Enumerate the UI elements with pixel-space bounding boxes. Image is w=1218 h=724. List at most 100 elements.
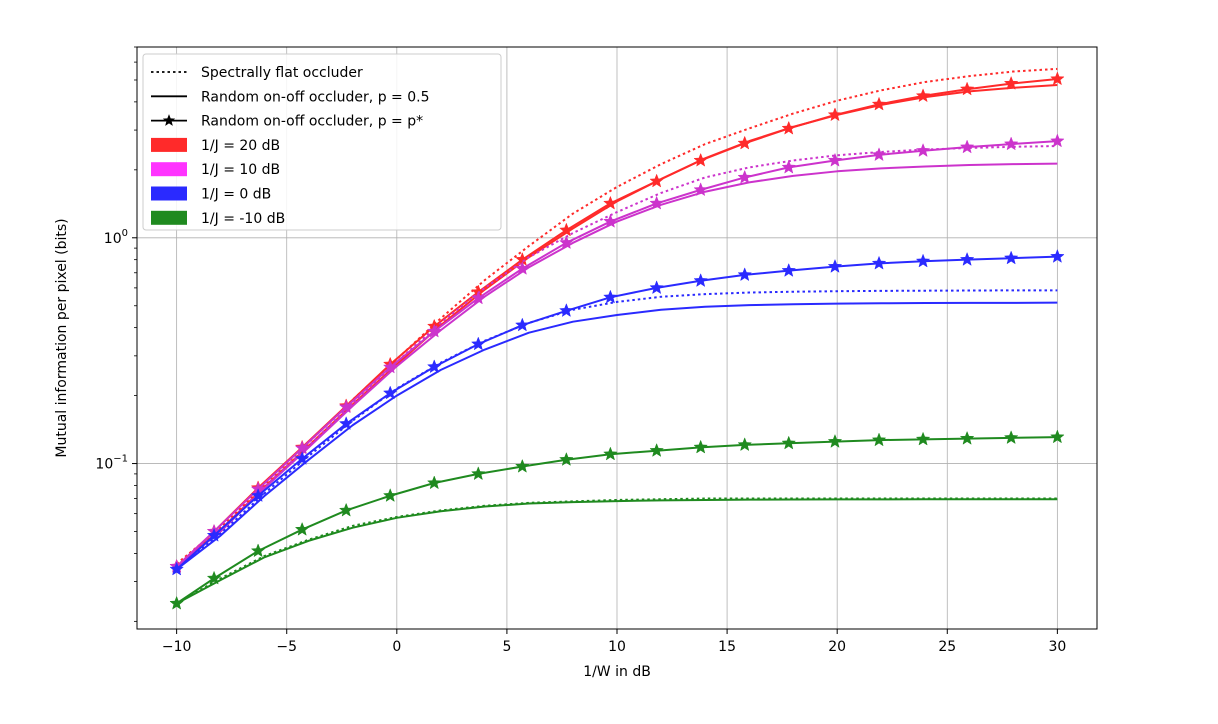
series-point (470, 290, 486, 305)
axes: −10 −5 0 5 10 15 20 25 30 10−1 100 (95, 46, 1098, 655)
series-point (382, 385, 398, 400)
legend-entry-label: 1/J = 0 dB (201, 187, 271, 203)
x-tick-label: 25 (938, 639, 956, 655)
series-point (1003, 75, 1019, 90)
series-point (250, 488, 266, 502)
series-point (737, 135, 753, 150)
series-point (426, 323, 442, 338)
series-point (827, 152, 843, 167)
series-point (959, 251, 975, 266)
legend-color-swatch (151, 210, 187, 225)
series-point (915, 88, 931, 103)
series-point (1003, 136, 1019, 151)
series-point (781, 262, 797, 277)
series-point (1050, 133, 1065, 148)
series-line (175, 289, 1058, 571)
series-point (514, 458, 530, 473)
series-point (603, 446, 618, 461)
series-point (737, 169, 753, 184)
y-tick-label: 10−1 (95, 454, 128, 473)
legend-entry-label: Random on-off occluder, p = p* (201, 114, 423, 130)
x-tick-label: 0 (392, 639, 401, 655)
legend-star-sample (162, 114, 176, 126)
series-point (338, 502, 354, 517)
series-point (1003, 250, 1019, 265)
series-point (169, 561, 184, 576)
series-point (827, 258, 843, 273)
series-point (559, 222, 574, 237)
series-point (1050, 248, 1065, 263)
series-point (514, 317, 530, 332)
legend: Spectrally flat occluder Random on-off oc… (142, 53, 502, 231)
series-point (426, 359, 442, 374)
x-tick-label: −10 (162, 639, 192, 655)
legend-color-swatch (151, 162, 187, 177)
series-point (514, 260, 530, 275)
series-point (559, 303, 574, 318)
series-point (871, 255, 887, 270)
series-point (959, 430, 975, 445)
series-point (781, 120, 797, 135)
x-tick-label: −5 (276, 639, 297, 655)
series-point (294, 521, 310, 536)
series-point (915, 143, 931, 157)
series-point (206, 527, 222, 542)
series-point (915, 253, 931, 268)
series-point (871, 96, 887, 111)
legend-box (142, 53, 502, 231)
series-point (649, 280, 664, 295)
series-point (649, 443, 664, 457)
series-point (250, 543, 266, 558)
series-point (603, 213, 618, 228)
x-tick-label: 10 (608, 639, 626, 655)
series-point (1003, 430, 1019, 445)
series-point (649, 173, 664, 188)
series-point (169, 595, 184, 610)
series-line (175, 145, 1058, 568)
series-point (737, 437, 753, 452)
series-line (176, 498, 1058, 605)
series-point (693, 152, 708, 167)
series-point (1050, 429, 1065, 444)
series-point (649, 195, 664, 210)
x-tick-label: 20 (828, 639, 846, 655)
series-point (206, 570, 222, 585)
legend-entry-label: 1/J = 20 dB (201, 138, 280, 154)
series-point (871, 432, 887, 447)
x-tick-label: 30 (1048, 639, 1066, 655)
series-point (959, 81, 975, 96)
y-tick-label: 100 (104, 228, 128, 247)
series-point (426, 475, 442, 490)
series-point (693, 439, 708, 454)
plot-series (169, 67, 1065, 610)
x-axis-label: 1/W in dB (583, 664, 651, 680)
series-point (827, 107, 843, 122)
series-point (1050, 71, 1065, 86)
series-point (470, 466, 486, 481)
series-point (737, 267, 753, 282)
series-point (603, 289, 618, 304)
series-line (176, 301, 1058, 571)
x-tick-label: 5 (502, 639, 511, 655)
legend-color-swatch (151, 137, 187, 152)
series-point (338, 416, 354, 431)
series-point (827, 433, 843, 448)
legend-entry-label: Spectrally flat occluder (201, 65, 363, 81)
x-tick-label: 15 (718, 639, 736, 655)
series-point (559, 235, 574, 250)
series-point (470, 336, 486, 351)
series-point (915, 431, 931, 446)
series-point (693, 182, 708, 197)
series-point (781, 159, 797, 174)
y-axis-label: Mutual information per pixel (bits) (54, 218, 70, 457)
series-point (559, 452, 574, 466)
series-point (382, 488, 398, 502)
legend-entry-label: 1/J = -10 dB (201, 211, 285, 227)
series-point (959, 139, 975, 154)
series-point (871, 147, 887, 162)
legend-entry-label: Random on-off occluder, p = 0.5 (201, 89, 429, 105)
series-point (382, 359, 398, 374)
legend-color-swatch (151, 186, 187, 201)
series-point (338, 399, 354, 414)
